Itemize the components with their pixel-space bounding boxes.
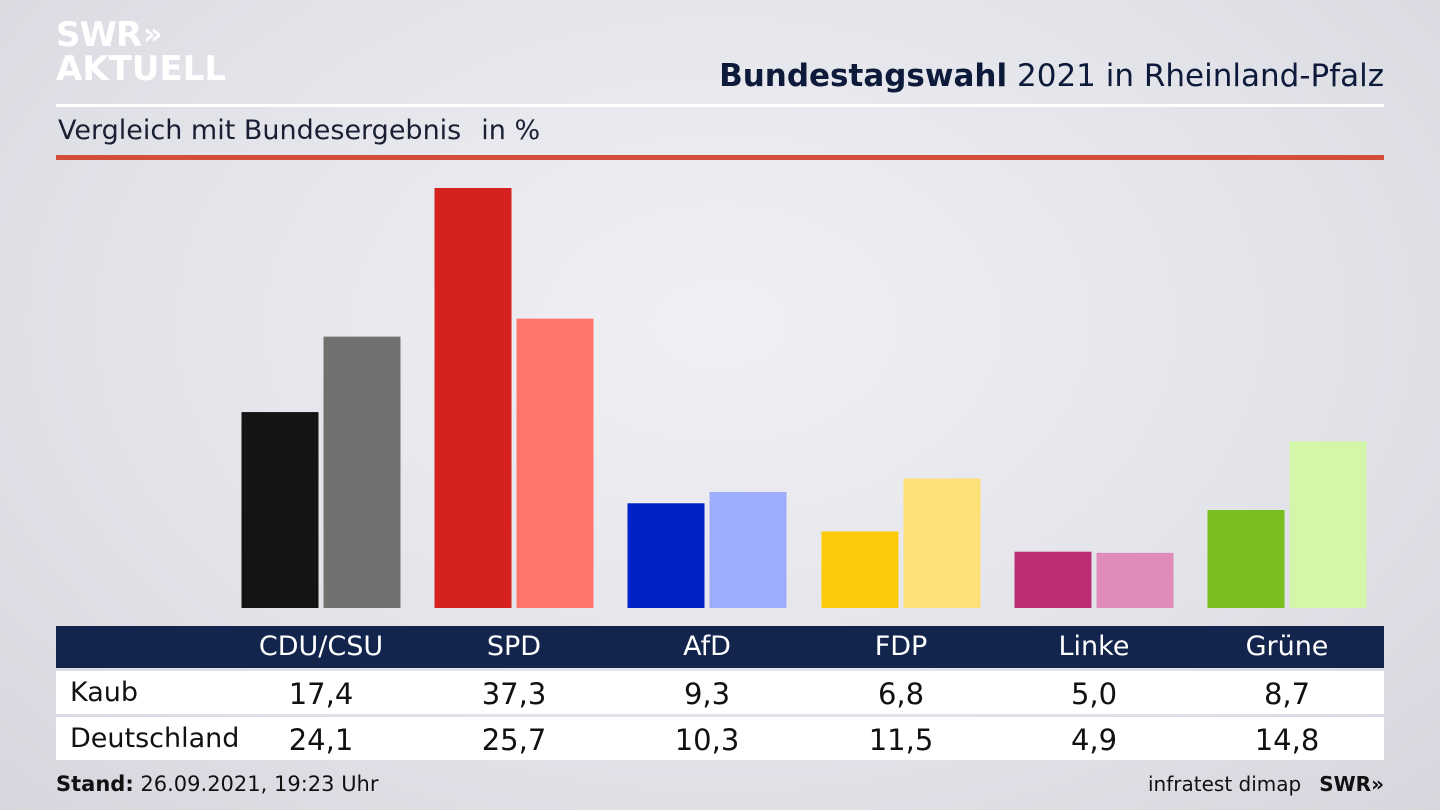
bar-chart xyxy=(56,160,1384,608)
table-header-row: CDU/CSU SPD AfD FDP Linke Grüne xyxy=(56,626,1384,668)
bar-linke-deutschland xyxy=(1096,552,1174,608)
timestamp-value: 26.09.2021, 19:23 Uhr xyxy=(140,772,379,796)
logo-text-aktuell: AKTUELL xyxy=(56,49,227,89)
value-cell: 9,3 xyxy=(683,677,731,711)
bar-gr-ne-deutschland xyxy=(1289,441,1367,608)
swr-aktuell-logo: SWR» AKTUELL xyxy=(56,15,227,89)
logo-chevrons-icon: » xyxy=(143,17,163,52)
timestamp: Stand: 26.09.2021, 19:23 Uhr xyxy=(56,772,379,796)
bar-gr-ne-kaub xyxy=(1207,510,1285,608)
source-text: infratest dimap xyxy=(1148,772,1302,796)
bar-afd-kaub xyxy=(627,503,705,608)
row-label: Deutschland xyxy=(70,723,240,754)
bar-afd-deutschland xyxy=(709,492,787,608)
row-label: Kaub xyxy=(70,677,139,708)
column-header: SPD xyxy=(486,631,542,662)
value-cell: 14,8 xyxy=(1254,723,1320,757)
bar-fdp-kaub xyxy=(821,531,899,608)
value-cell: 11,5 xyxy=(868,723,934,757)
swr-brand-logo: SWR» xyxy=(1319,772,1384,796)
bar-cdu-csu-kaub xyxy=(241,412,319,608)
value-cell: 37,3 xyxy=(481,677,547,711)
column-header: AfD xyxy=(683,631,731,662)
page-title: Bundestagswahl 2021 in Rheinland-Pfalz xyxy=(719,58,1384,94)
value-cell: 10,3 xyxy=(674,723,740,757)
value-cell: 24,1 xyxy=(288,723,354,757)
timestamp-label: Stand: xyxy=(56,772,134,796)
results-table: CDU/CSU SPD AfD FDP Linke Grüne Kaub 17,4 37,3 9… xyxy=(56,626,1384,760)
header-divider xyxy=(56,104,1384,107)
table-row-kaub: Kaub 17,4 37,3 9,3 6,8 5,0 8,7 xyxy=(56,671,1384,714)
title-bold: Bundestagswahl xyxy=(719,58,1008,94)
value-cell: 25,7 xyxy=(481,723,547,757)
bar-cdu-csu-deutschland xyxy=(323,336,401,608)
subtitle: Vergleich mit Bundesergebnis in % xyxy=(58,115,540,146)
value-cell: 4,9 xyxy=(1070,723,1118,757)
column-header: Grüne xyxy=(1245,631,1329,662)
column-header: Linke xyxy=(1058,631,1130,662)
value-cell: 8,7 xyxy=(1263,677,1311,711)
source-credit: infratest dimap SWR» xyxy=(1148,772,1384,796)
unit-label: in % xyxy=(481,115,541,146)
table-row-deutschland: Deutschland 24,1 25,7 10,3 11,5 4,9 14,8 xyxy=(56,717,1384,760)
title-rest: 2021 in Rheinland-Pfalz xyxy=(1017,58,1384,94)
bar-fdp-deutschland xyxy=(903,478,981,608)
logo-text-swr: SWR xyxy=(56,15,142,55)
subtitle-text: Vergleich mit Bundesergebnis xyxy=(58,115,462,146)
column-header: CDU/CSU xyxy=(258,631,384,662)
value-cell: 5,0 xyxy=(1070,677,1118,711)
bar-spd-deutschland xyxy=(516,318,594,608)
bar-spd-kaub xyxy=(434,188,512,608)
accent-divider xyxy=(56,155,1384,160)
value-cell: 6,8 xyxy=(877,677,925,711)
column-header: FDP xyxy=(874,631,928,662)
bar-linke-kaub xyxy=(1014,551,1092,608)
bar-chart-svg xyxy=(241,188,1367,608)
value-cell: 17,4 xyxy=(288,677,354,711)
